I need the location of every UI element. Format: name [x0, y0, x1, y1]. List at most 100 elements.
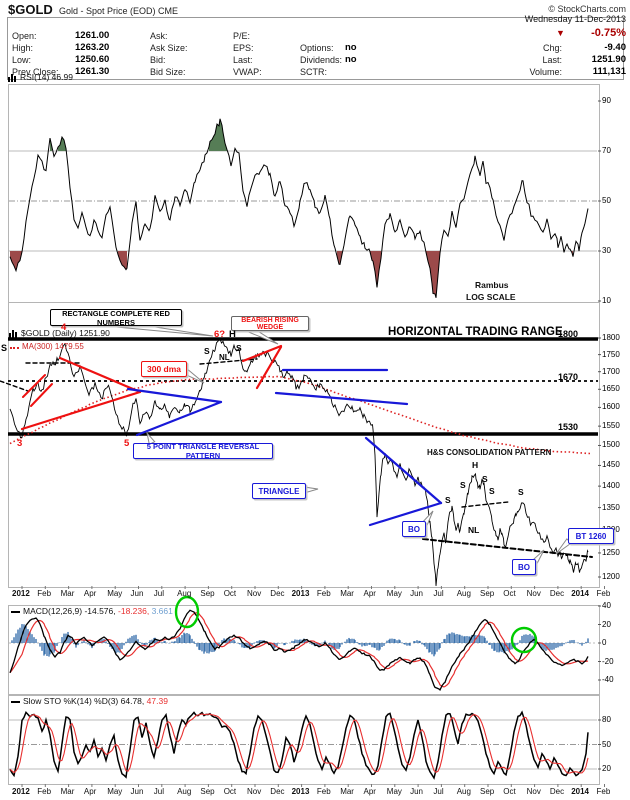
date-label-top: Feb	[37, 589, 52, 598]
macd-histogram-bar	[171, 641, 173, 643]
macd-histogram-bar	[571, 640, 573, 643]
macd-histogram-bar	[239, 643, 241, 645]
macd-histogram-bar	[119, 643, 121, 653]
macd-histogram-bar	[294, 639, 296, 643]
bo-1-callout-tail	[420, 510, 434, 528]
date-label-bottom: Aug	[456, 787, 471, 796]
macd-histogram-bar	[396, 640, 398, 643]
open-label: Open:	[12, 31, 37, 41]
macd-histogram-bar	[388, 639, 390, 643]
macd-histogram-bar	[135, 634, 137, 643]
macd-histogram-bar	[178, 637, 180, 643]
neckline-2012	[199, 358, 258, 365]
date-label-bottom: Jun	[410, 787, 423, 796]
date-label-top: 2013	[291, 589, 310, 598]
date-label-top: Jul	[153, 589, 165, 598]
macd-histogram-bar	[478, 634, 480, 643]
price-axis-tick-label: 1200	[602, 572, 620, 581]
macd-histogram-bar	[523, 634, 525, 643]
macd-histogram-bar	[296, 639, 298, 643]
macd-histogram-bar	[123, 643, 125, 646]
price-legend: $GOLD (Daily) 1251.90	[21, 328, 110, 338]
macd-histogram-bar	[163, 641, 165, 643]
macd-histogram-bar	[284, 643, 286, 646]
macd-histogram-bar	[378, 643, 380, 651]
date-label-top: Aug	[456, 589, 471, 598]
date-label-top: Apr	[363, 589, 376, 598]
macd-histogram-bar	[581, 643, 583, 646]
pe-label: P/E:	[233, 31, 251, 41]
macd-signal-value: -18.236,	[118, 606, 150, 616]
eps-label: EPS:	[233, 43, 254, 53]
macd-histogram-bar	[338, 643, 340, 649]
macd-histogram-bar	[511, 643, 513, 650]
rsi-axis-tick-label: 70	[602, 146, 611, 155]
rsi-overbought-fill	[209, 118, 227, 151]
macd-histogram-bar	[389, 638, 391, 643]
macd-histogram-bar	[519, 640, 521, 643]
macd-histogram-bar	[431, 643, 433, 655]
sto-axis-tick-label: 20	[602, 764, 611, 773]
macd-histogram-bar	[344, 641, 346, 643]
date-label-bottom: May	[107, 787, 123, 796]
bearish-wedge-callout-tail	[246, 325, 279, 345]
price-axis-tick-label: 1500	[602, 440, 620, 450]
date-label-bottom: Dec	[270, 787, 285, 796]
macd-histogram-bar	[209, 643, 211, 652]
macd-histogram-bar	[434, 643, 436, 655]
macd-histogram-bar	[418, 640, 420, 643]
volume-label: Volume:	[529, 67, 562, 77]
macd-histogram-bar	[85, 642, 87, 643]
macd-histogram-bar	[253, 643, 255, 644]
macd-histogram-bar	[563, 643, 565, 645]
macd-histogram-bar	[316, 643, 318, 646]
macd-histogram-bar	[188, 633, 190, 643]
macd-histogram-bar	[393, 638, 395, 643]
macd-histogram-bar	[334, 643, 336, 649]
macd-histogram-bar	[179, 637, 181, 643]
macd-legend-swatch	[11, 611, 20, 613]
last-label: Last:	[542, 55, 562, 65]
price-axis-tick-label: 1300	[602, 524, 620, 534]
macd-histogram-bar	[369, 643, 371, 645]
macd-histogram-bar	[101, 639, 103, 643]
red-tri-lower	[20, 390, 142, 431]
macd-histogram-bar	[354, 640, 356, 643]
symbol-description: Gold - Spot Price (EOD) CME	[59, 6, 179, 16]
triangle-callout-tail	[303, 486, 319, 494]
macd-histogram-bar	[31, 634, 33, 643]
macd-histogram-bar	[428, 643, 430, 653]
sto-k-value: 64.78,	[120, 696, 145, 706]
macd-circle-2013	[510, 626, 538, 654]
macd-histogram-bar	[144, 643, 146, 647]
macd-histogram-bar	[105, 641, 107, 643]
macd-histogram-bar	[303, 638, 305, 643]
macd-histogram-bar	[39, 643, 41, 647]
macd-histogram-bar	[527, 634, 529, 643]
pct-change: -0.75%	[591, 27, 626, 39]
date-label-bottom: Aug	[177, 787, 192, 796]
macd-histogram-bar	[351, 638, 353, 643]
rsi-oversold-fill	[118, 251, 127, 270]
macd-histogram-bar	[256, 641, 258, 643]
macd-histogram-bar	[471, 634, 473, 643]
date-label-bottom: Feb	[316, 787, 331, 796]
macd-histogram-bar	[456, 634, 458, 643]
macd-histogram-bar	[183, 632, 185, 643]
macd-histogram-bar	[531, 635, 533, 643]
price-axis-tick-label: 1550	[602, 421, 620, 431]
options-label: Options:	[300, 43, 334, 53]
macd-histogram-bar	[176, 638, 178, 643]
macd-histogram-bar	[359, 643, 361, 645]
macd-histogram-bar	[146, 643, 148, 645]
macd-histogram-bar	[198, 643, 200, 650]
macd-histogram-bar	[234, 641, 236, 643]
macd-axis-tick-label: -40	[602, 675, 614, 684]
macd-histogram-bar	[156, 639, 158, 643]
macd-histogram-bar	[579, 643, 581, 645]
date-label-top: Feb	[596, 589, 611, 598]
macd-histogram-bar	[573, 639, 575, 643]
macd-histogram-bar	[13, 637, 15, 643]
macd-histogram-bar	[358, 643, 360, 645]
macd-histogram-bar	[56, 643, 58, 646]
